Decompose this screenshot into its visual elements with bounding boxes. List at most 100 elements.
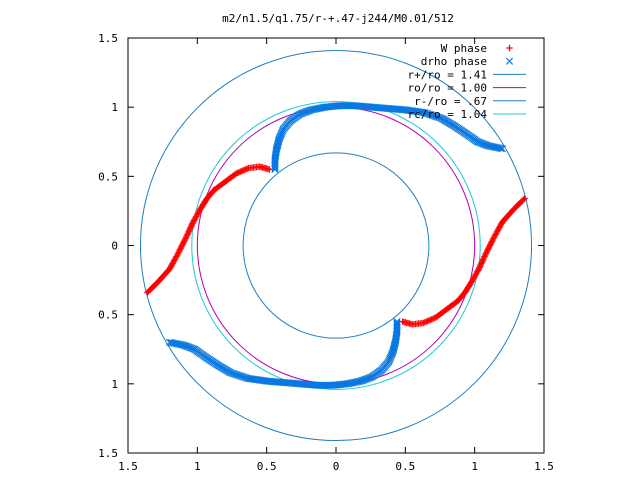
x-tick-label: 0.5 [257, 460, 277, 473]
w-phase-marker [421, 319, 428, 326]
w-phase-marker [172, 254, 179, 262]
w-phase-marker [478, 260, 485, 267]
w-phase-marker [494, 227, 502, 234]
y-tick-label: 0.5 [98, 170, 118, 183]
w-phase-marker [238, 167, 245, 175]
w-phase-marker [168, 261, 176, 269]
circle-ring [242, 152, 430, 339]
legend-label: ro/ro = 1.00 [408, 82, 487, 95]
phase-markers [144, 102, 528, 389]
w-phase-marker [178, 242, 186, 249]
w-phase-marker [487, 240, 494, 248]
w-phase-marker [244, 165, 251, 172]
w-phase-marker [499, 218, 506, 226]
x-tick-label: 0 [333, 460, 340, 473]
legend-label: r+/ro = 1.41 [408, 68, 487, 81]
w-phase-marker [486, 243, 493, 251]
w-phase-marker [490, 235, 497, 242]
w-phase-marker [496, 222, 504, 230]
w-phase-marker [232, 170, 240, 177]
w-phase-marker [188, 222, 195, 230]
w-phase-marker [239, 167, 247, 174]
w-phase-marker [180, 239, 187, 246]
legend-label: rc/ro = 1.04 [408, 108, 488, 121]
w-phase-marker [483, 249, 490, 256]
w-phase-marker [493, 228, 501, 235]
w-phase-marker [186, 225, 194, 233]
w-phase-marker [489, 236, 496, 244]
w-phase-marker [488, 238, 496, 245]
w-phase-marker [177, 245, 184, 252]
w-phase-marker [242, 166, 250, 173]
w-phase-marker [178, 243, 185, 251]
drho-phase-marker [393, 320, 401, 328]
y-tick-label: 1 [111, 378, 118, 391]
w-phase-marker [488, 239, 495, 246]
y-tick-label: 1.5 [98, 447, 118, 460]
w-phase-marker [181, 236, 189, 244]
w-phase-marker [176, 246, 184, 253]
w-phase-marker [477, 261, 484, 269]
w-phase-marker [176, 247, 183, 255]
legend-label: drho phase [421, 55, 487, 68]
w-phase-marker [431, 314, 438, 322]
x-tick-label: 1.5 [118, 460, 138, 473]
w-phase-marker [234, 169, 241, 177]
w-phase-marker [496, 224, 503, 231]
w-phase-marker [186, 227, 193, 234]
w-phase-marker [476, 263, 484, 270]
w-phase-marker [183, 232, 191, 240]
w-phase-marker [476, 264, 483, 271]
w-phase-marker [167, 263, 175, 270]
w-phase-marker [184, 229, 192, 237]
w-phase-marker [493, 229, 500, 237]
w-phase-marker [235, 169, 243, 176]
axes: 1.5 1 0.5 0 0.5 1 1.51.510.500.511.5 [98, 32, 554, 473]
w-phase-marker [432, 314, 440, 321]
y-tick-label: 0.5 [98, 309, 118, 322]
w-phase-marker [428, 316, 435, 323]
w-phase-marker [478, 258, 486, 266]
w-phase-marker [241, 166, 248, 174]
w-phase-marker [484, 246, 492, 253]
w-phase-marker [184, 231, 191, 238]
w-phase-marker [167, 264, 174, 271]
drho-phase-marker [271, 165, 279, 174]
w-phase-marker [189, 220, 196, 227]
w-phase-marker [480, 256, 487, 263]
w-phase-marker [175, 249, 182, 256]
w-phase-marker [429, 315, 437, 322]
w-phase-marker [183, 234, 190, 241]
w-phase-marker [482, 250, 489, 257]
circle-ring [196, 106, 476, 385]
w-phase-marker [425, 317, 433, 324]
w-phase-marker [485, 245, 492, 252]
x-tick-label: 1.5 [534, 460, 554, 473]
w-phase-marker [495, 225, 502, 233]
w-phase-marker [481, 251, 489, 259]
w-phase-marker [424, 317, 431, 325]
legend-marker-sample [506, 44, 513, 52]
y-tick-label: 0 [111, 240, 118, 253]
circle-ring [139, 49, 533, 442]
w-phase-marker [237, 168, 244, 175]
y-tick-label: 1.5 [98, 32, 118, 45]
drho-phase-marker [271, 163, 279, 171]
w-phase-marker [497, 221, 505, 228]
w-phase-marker [422, 318, 430, 325]
w-phase-marker [166, 265, 173, 273]
w-phase-marker [187, 224, 194, 231]
w-phase-marker [169, 260, 176, 267]
legend-marker-sample [505, 57, 514, 65]
chart-title: m2/n1.5/q1.75/r-+.47-j244/M0.01/512 [222, 12, 454, 25]
w-phase-marker [490, 234, 498, 241]
w-phase-marker [182, 235, 189, 242]
drho-phase-marker [393, 319, 401, 327]
w-phase-marker [480, 254, 488, 262]
w-phase-marker [180, 238, 188, 245]
drho-phase-marker [393, 317, 401, 326]
w-phase-marker [173, 253, 180, 260]
w-phase-marker [486, 242, 494, 249]
w-phase-marker [170, 258, 177, 266]
